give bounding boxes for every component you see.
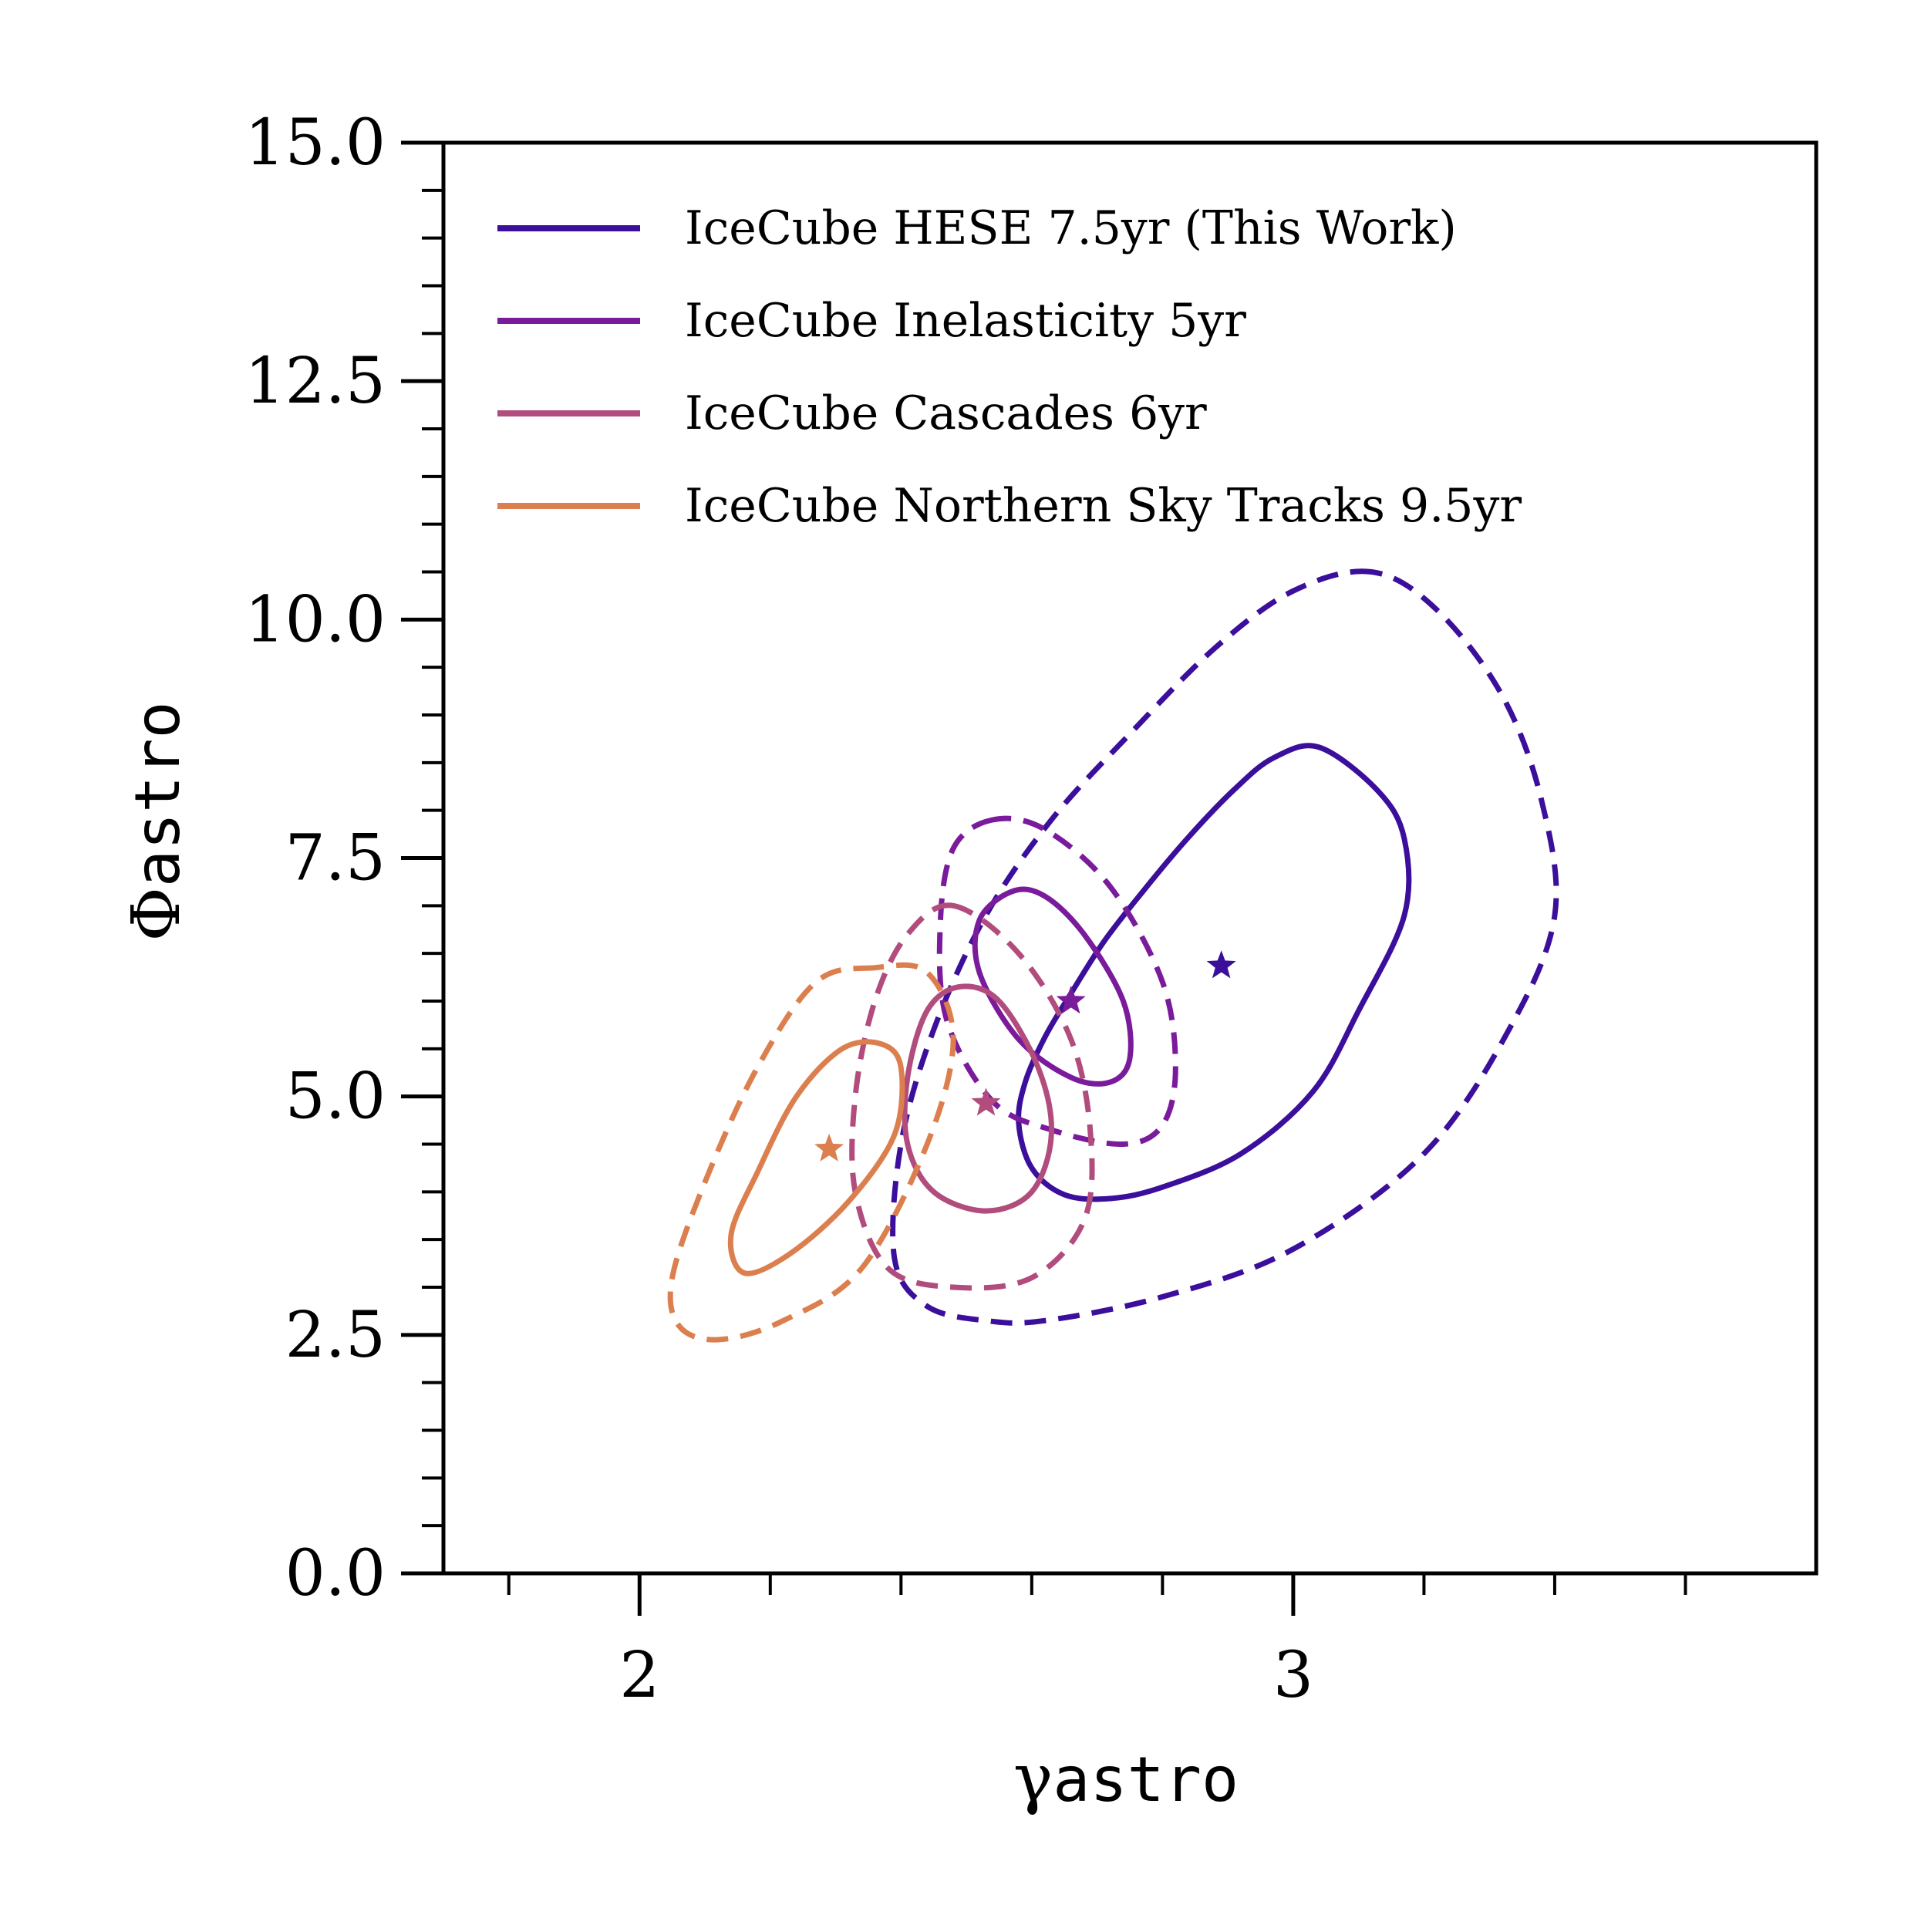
- legend-item: IceCube Inelasticity 5yr: [497, 294, 1246, 348]
- y-tick-label: 5.0: [285, 1060, 386, 1134]
- contour-dashed-series-1: [890, 568, 1559, 1326]
- plot-frame: [441, 140, 1818, 1576]
- legend-item: IceCube HESE 7.5yr (This Work): [497, 201, 1457, 255]
- legend-item: IceCube Cascades 6yr: [497, 386, 1207, 440]
- contour-solid-series-3: [902, 983, 1054, 1214]
- y-tick-label: 7.5: [285, 822, 386, 895]
- y-axis-subscript: astro: [122, 701, 194, 887]
- contour-solid-series-1: [1016, 743, 1412, 1202]
- x-axis-label: γastro: [1013, 1740, 1239, 1817]
- legend: IceCube HESE 7.5yr (This Work) IceCube In…: [497, 201, 1522, 533]
- x-tick-label: 2: [619, 1639, 659, 1712]
- best-fit-markers-layer: [814, 950, 1236, 1162]
- y-tick-label: 0.0: [285, 1537, 386, 1610]
- contour-dashed-series-4: [667, 962, 956, 1343]
- best-fit-star-series-3: [971, 1087, 1001, 1116]
- legend-label: IceCube Cascades 6yr: [685, 386, 1207, 440]
- y-tick-label: 2.5: [285, 1299, 386, 1372]
- y-tick-label: 12.5: [244, 345, 386, 418]
- legend-label: IceCube Inelasticity 5yr: [685, 294, 1246, 348]
- best-fit-star-series-1: [1206, 950, 1236, 979]
- x-axis-subscript: astro: [1053, 1744, 1239, 1816]
- y-tick-label: 15.0: [244, 106, 386, 180]
- contour-solid-series-2: [972, 886, 1134, 1087]
- x-axis-symbol: γ: [1013, 1740, 1053, 1817]
- y-axis-label: Φastro: [118, 701, 195, 941]
- best-fit-star-series-2: [1056, 986, 1086, 1014]
- contours-layer: [667, 568, 1559, 1343]
- contour-dashed-series-3: [849, 902, 1095, 1291]
- x-tick-label: 3: [1273, 1639, 1313, 1712]
- legend-item: IceCube Northern Sky Tracks 9.5yr: [497, 479, 1522, 533]
- contour-solid-series-4: [727, 1039, 905, 1276]
- legend-label: IceCube HESE 7.5yr (This Work): [685, 201, 1457, 255]
- contour-dashed-series-2: [936, 815, 1178, 1148]
- best-fit-star-series-4: [814, 1133, 844, 1162]
- y-axis-symbol: Φ: [118, 887, 195, 942]
- ticks-layer: 0.0 2.5 5.0 7.5 10.0 12.5 15.0 2 3: [244, 106, 1687, 1712]
- legend-label: IceCube Northern Sky Tracks 9.5yr: [685, 479, 1522, 533]
- y-tick-label: 10.0: [244, 583, 386, 656]
